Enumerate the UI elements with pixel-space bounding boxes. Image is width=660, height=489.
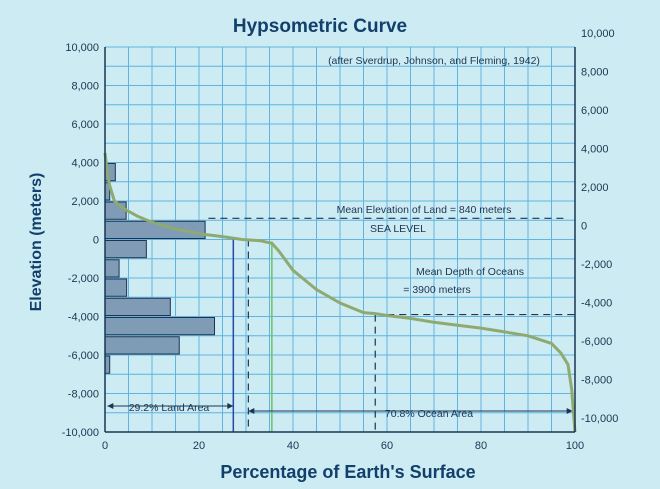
histogram-bar	[104, 240, 147, 259]
y-tick-label-right: -10,000	[581, 413, 618, 425]
x-tick-label: 60	[381, 440, 393, 452]
y-tick-label-left: -2,000	[68, 273, 99, 285]
histogram-bar	[104, 259, 120, 278]
reference-lines	[107, 217, 575, 432]
mean-depth-label-line1: Mean Depth of Oceans	[416, 266, 524, 278]
y-tick-label-right: 4,000	[581, 144, 609, 156]
y-tick-label-right: -4,000	[581, 298, 612, 310]
y-tick-label-left: -4,000	[68, 312, 99, 324]
tick-labels: 10,000 10,000 8,000 8,000 6,000 6,000 4,000 4,0…	[62, 28, 619, 452]
x-tick-label: 0	[102, 440, 108, 452]
y-axis-label: Elevation (meters)	[28, 173, 45, 312]
y-tick-label-left: 4,000	[71, 158, 99, 170]
land-area-label: 29.2% Land Area	[129, 402, 210, 414]
y-tick-label-right: 8,000	[581, 67, 609, 79]
y-tick-label-right: 6,000	[581, 105, 609, 117]
y-tick-label-right: 0	[581, 221, 587, 233]
histogram-bar	[104, 297, 171, 316]
histogram-bar	[104, 201, 127, 220]
y-tick-label-left: 8,000	[71, 81, 99, 93]
curve-layer	[103, 152, 577, 433]
y-tick-label-left: -6,000	[68, 350, 99, 362]
histogram-bar	[104, 336, 180, 355]
x-tick-label: 100	[566, 440, 584, 452]
y-tick-label-left: -10,000	[62, 427, 99, 439]
y-tick-label-right: -2,000	[581, 259, 612, 271]
hypsometric-curve	[103, 152, 577, 433]
y-tick-label-right: 10,000	[581, 28, 615, 40]
histogram-bars	[104, 163, 216, 374]
y-tick-label-left: 6,000	[71, 119, 99, 131]
y-tick-label-left: 0	[93, 235, 99, 247]
y-tick-label-left: -8,000	[68, 389, 99, 401]
y-tick-label-right: -8,000	[581, 375, 612, 387]
y-tick-label-left: 2,000	[71, 196, 99, 208]
axes	[104, 47, 576, 433]
y-tick-label-left: 10,000	[65, 42, 99, 54]
grid	[104, 46, 576, 433]
ocean-area-label: 70.8% Ocean Area	[385, 408, 473, 420]
land-arrow-head-right	[227, 403, 234, 409]
x-tick-label: 20	[193, 440, 205, 452]
histogram-bar	[104, 278, 128, 297]
land-arrow-head-left	[107, 403, 114, 409]
mean-depth-label-line2: = 3900 meters	[403, 284, 470, 296]
y-tick-label-right: 2,000	[581, 182, 609, 194]
source-note: (after Sverdrup, Johnson, and Fleming, 1…	[328, 55, 540, 67]
y-tick-label-right: -6,000	[581, 336, 612, 348]
chart-title: Hypsometric Curve	[233, 16, 407, 37]
x-axis-label: Percentage of Earth's Surface	[220, 462, 475, 482]
sea-level-label: SEA LEVEL	[370, 223, 426, 235]
mean-land-label: Mean Elevation of Land = 840 meters	[337, 204, 512, 216]
histogram-bar	[104, 317, 216, 336]
x-tick-label: 80	[475, 440, 487, 452]
x-tick-label: 40	[287, 440, 299, 452]
ocean-arrow-head-left	[248, 408, 255, 414]
ocean-arrow-head-right	[566, 408, 573, 414]
